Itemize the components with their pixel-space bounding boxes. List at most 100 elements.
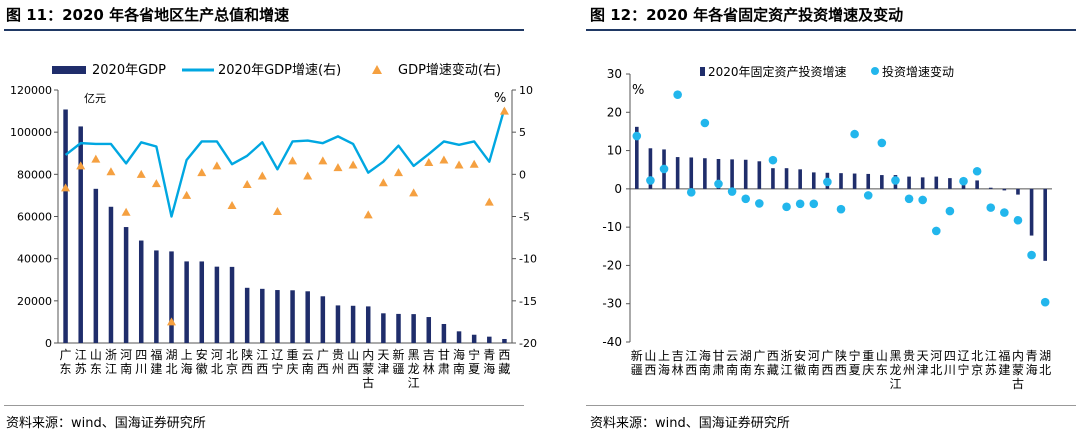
x-tick-label: 黑 (408, 348, 420, 362)
x-tick-label: 江 (889, 377, 901, 391)
x-tick-label: 北 (930, 363, 942, 377)
x-tick-label: 云 (302, 348, 314, 362)
x-tick-label: 西 (256, 362, 268, 376)
x-tick-label: 江 (685, 349, 697, 363)
x-tick-label: 内 (362, 348, 374, 362)
gdp-growth-line (64, 108, 506, 218)
gdp-growth-change-point (227, 201, 237, 210)
y-tick-label: -30 (602, 297, 622, 311)
y-tick-label: 0 (614, 182, 622, 196)
x-tick-label: 福 (150, 347, 162, 362)
investment-change-point (809, 199, 819, 209)
gdp-bar (487, 336, 492, 343)
y-tick-label: 20 (607, 105, 622, 119)
investment-change-point (700, 118, 710, 128)
right-y-tick-label: -10 (519, 253, 537, 266)
x-tick-label: 甘 (438, 348, 450, 362)
gdp-bar (502, 338, 507, 343)
x-tick-label: 重 (862, 349, 874, 363)
y-tick-label: 30 (607, 67, 622, 81)
investment-bar (771, 168, 775, 189)
investment-bar (948, 178, 952, 189)
investment-change-point (727, 187, 737, 196)
x-tick-label: 京 (226, 362, 238, 376)
investment-bar (675, 157, 680, 189)
x-tick-label: 海 (658, 362, 670, 377)
x-tick-label: 浙 (105, 348, 117, 362)
investment-change-point (836, 204, 846, 214)
legend-label-change: 投资增速变动 (882, 64, 954, 79)
gdp-growth-change-point (288, 156, 298, 165)
x-tick-label: 甘 (712, 349, 724, 363)
investment-bar (880, 175, 884, 189)
investment-bar (866, 173, 871, 189)
x-tick-label: 苏 (985, 363, 997, 377)
gdp-bar (154, 250, 159, 343)
x-tick-label: 黑 (889, 349, 901, 363)
gdp-growth-change-point (91, 154, 101, 163)
gdp-growth-change-point (167, 317, 176, 326)
gdp-bar (381, 313, 386, 343)
investment-change-point (891, 176, 900, 185)
gdp-growth-change-point (272, 206, 282, 215)
gdp-bar (214, 266, 220, 343)
legend-swatch-investment (700, 67, 705, 76)
gdp-growth-change-point (439, 155, 449, 164)
x-tick-label: 津 (377, 362, 389, 376)
x-tick-label: 重 (287, 348, 299, 362)
investment-bar (635, 126, 639, 189)
x-tick-label: 庆 (862, 363, 874, 377)
x-tick-label: 江 (75, 348, 87, 362)
left-source: 资料来源：wind、国海证券研究所 (6, 416, 206, 431)
right-y-tick-label: -15 (519, 295, 537, 308)
x-tick-label: 山 (90, 348, 102, 362)
investment-bar (648, 148, 653, 189)
x-tick-label: 蒙 (362, 362, 374, 376)
x-tick-label: 天 (917, 349, 929, 363)
x-tick-label: 江 (781, 363, 793, 377)
gdp-bar (365, 306, 371, 343)
x-tick-label: 苏 (75, 362, 87, 376)
gdp-growth-change-point (121, 207, 131, 216)
investment-change-point (863, 191, 873, 200)
x-tick-label: 林 (672, 363, 684, 377)
x-tick-label: 吉 (423, 348, 435, 362)
x-tick-label: 龙 (889, 363, 901, 377)
x-tick-label: 广 (753, 349, 765, 363)
gdp-growth-change-point (484, 197, 494, 206)
x-tick-label: 安 (794, 348, 806, 363)
left-unit-label: 亿元 (84, 92, 106, 105)
x-tick-label: 西 (241, 362, 253, 376)
gdp-bar (456, 331, 462, 343)
x-tick-label: 青 (483, 348, 495, 362)
gdp-bar (290, 290, 295, 343)
x-tick-label: 四 (135, 348, 147, 362)
gdp-growth-change-point (424, 158, 434, 167)
x-tick-label: 江 (256, 348, 268, 362)
x-tick-label: 贵 (903, 349, 915, 363)
x-tick-label: 林 (423, 362, 435, 376)
x-tick-label: 上 (658, 349, 670, 363)
x-tick-label: 南 (699, 362, 711, 377)
investment-change-point (904, 194, 914, 204)
x-tick-label: 吉 (672, 349, 684, 363)
x-tick-label: 北 (165, 362, 177, 376)
gdp-growth-change-point (106, 167, 116, 176)
gdp-bar (320, 296, 326, 343)
x-tick-label: 山 (644, 349, 656, 363)
x-tick-label: 建 (998, 363, 1010, 377)
x-tick-label: 上 (181, 348, 193, 362)
gdp-bar (199, 261, 205, 343)
gdp-growth-change-point (197, 168, 207, 177)
gdp-bar (184, 261, 189, 343)
x-tick-label: 宁 (958, 362, 970, 377)
x-tick-label: 浙 (781, 349, 793, 363)
left-source-rule (4, 405, 524, 406)
x-tick-label: 广 (821, 349, 833, 363)
legend-label-gdp: 2020年GDP (92, 63, 166, 78)
x-tick-label: 海 (483, 361, 495, 376)
gdp-bar (275, 290, 280, 343)
investment-bar (716, 158, 721, 189)
gdp-growth-change-point (363, 210, 373, 219)
investment-change-point (972, 166, 982, 176)
